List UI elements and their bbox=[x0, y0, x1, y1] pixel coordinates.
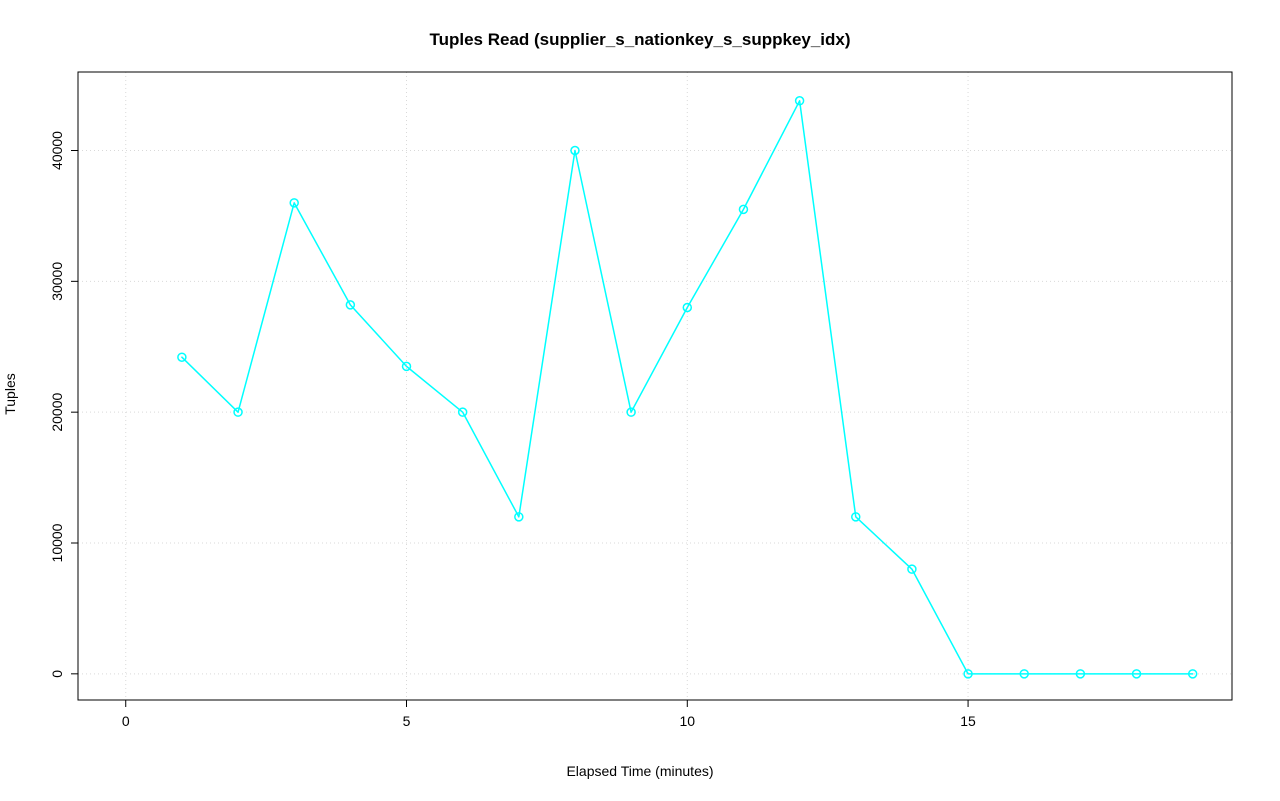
data-point-marker bbox=[570, 145, 580, 156]
y-tick-label: 20000 bbox=[49, 392, 65, 431]
x-tick-label: 5 bbox=[403, 713, 411, 729]
x-axis-label: Elapsed Time (minutes) bbox=[566, 763, 714, 779]
data-point-marker bbox=[457, 407, 468, 417]
data-point-marker bbox=[1075, 669, 1086, 679]
data-point-marker bbox=[401, 361, 412, 372]
x-tick-label: 10 bbox=[680, 713, 696, 729]
data-point-marker bbox=[177, 352, 187, 362]
data-point-marker bbox=[345, 300, 356, 310]
data-line bbox=[181, 100, 1194, 675]
data-point-marker bbox=[289, 198, 299, 208]
data-points bbox=[177, 96, 1198, 679]
y-tick-label: 10000 bbox=[49, 523, 65, 562]
data-point-marker bbox=[626, 407, 636, 417]
data-point-marker bbox=[1187, 669, 1198, 679]
grid-lines bbox=[78, 72, 1232, 700]
data-point-marker bbox=[1131, 669, 1142, 679]
data-point-marker bbox=[1019, 669, 1029, 679]
data-point-marker bbox=[963, 669, 973, 679]
axis-ticks: 0 5 10 15 0 10000 20000 30000 40000 bbox=[49, 131, 976, 729]
data-point-marker bbox=[682, 302, 693, 313]
x-tick-label: 0 bbox=[122, 713, 130, 729]
plot-box bbox=[77, 71, 1233, 701]
y-tick-label: 0 bbox=[49, 670, 65, 678]
data-point-marker bbox=[233, 407, 243, 417]
y-tick-label: 40000 bbox=[49, 131, 65, 170]
data-point-marker bbox=[907, 564, 917, 574]
x-tick-label: 15 bbox=[960, 713, 976, 729]
data-point-marker bbox=[794, 96, 805, 106]
data-point-marker bbox=[738, 204, 749, 215]
data-point-marker bbox=[851, 512, 861, 522]
chart-title: Tuples Read (supplier_s_nationkey_s_supp… bbox=[429, 30, 851, 49]
data-point-marker bbox=[514, 512, 524, 522]
y-tick-label: 30000 bbox=[49, 262, 65, 301]
